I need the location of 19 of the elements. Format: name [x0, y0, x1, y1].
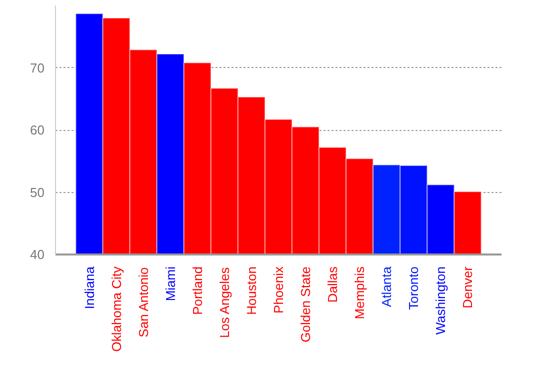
- x-tick-label: Dallas: [325, 266, 340, 303]
- x-tick-label: Washington: [433, 266, 448, 335]
- x-tick-label: Atlanta: [379, 266, 394, 307]
- y-tick-label: 60: [30, 122, 45, 138]
- x-tick-label: Golden State: [298, 266, 314, 342]
- y-tick-label: 50: [30, 184, 45, 200]
- x-tick-label: Oklahoma City: [108, 266, 124, 352]
- x-tick-label: San Antonio: [136, 267, 151, 338]
- x-tick-label: Phoenix: [271, 266, 286, 314]
- y-tick-label: 40: [30, 247, 45, 262]
- x-tick-label: Toronto: [406, 266, 422, 310]
- x-tick-label: Los Angeles: [216, 266, 232, 338]
- x-tick-label: Indiana: [82, 266, 97, 310]
- x-tick-label: Houston: [244, 266, 259, 315]
- x-tick-label: Miami: [162, 266, 178, 302]
- x-tick-label: Portland: [190, 266, 205, 315]
- x-tick-label: Denver: [460, 266, 476, 308]
- y-tick-label: 70: [30, 60, 45, 76]
- x-tick-label: Memphis: [352, 266, 368, 320]
